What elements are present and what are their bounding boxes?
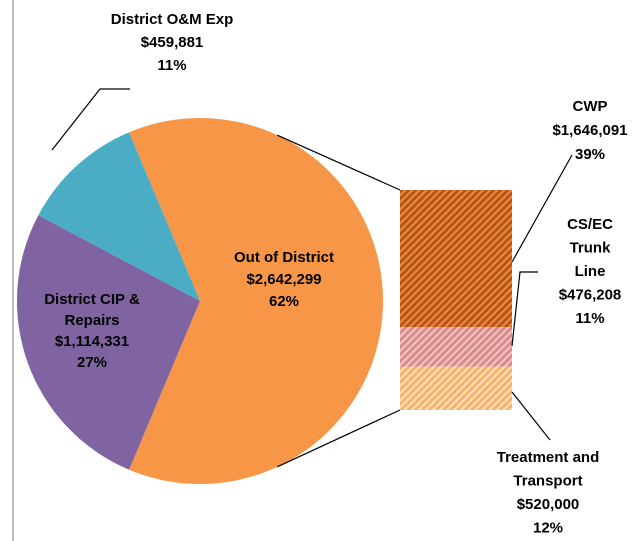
category-label: Treatment and Transport (497, 449, 600, 490)
category-label: CWP (573, 98, 608, 115)
value-label: $459,881 (141, 34, 204, 51)
pie-slice (16, 215, 201, 470)
bar-segment (400, 366, 512, 410)
category-label: Out of District (234, 249, 334, 266)
connector-line (277, 409, 401, 468)
percent-label: 11% (157, 57, 186, 74)
value-label: $1,114,331 (55, 333, 129, 350)
connector-line (277, 134, 401, 191)
percent-label: 62% (269, 293, 299, 310)
bar-segment (400, 327, 512, 367)
percent-label: 12% (533, 519, 563, 536)
leader-line (511, 271, 538, 347)
percent-label: 27% (77, 354, 107, 371)
leader-line (511, 391, 551, 441)
bar-segment (400, 190, 512, 328)
percent-label: 39% (575, 146, 605, 163)
percent-label: 11% (575, 310, 604, 327)
category-label: District O&M Exp (111, 11, 234, 28)
value-label: $2,642,299 (246, 271, 321, 288)
value-label: $476,208 (559, 286, 622, 303)
pie-slice (129, 118, 383, 485)
category-label: District CIP & Repairs (44, 291, 140, 329)
pie-slice (38, 132, 200, 301)
leader-line (511, 154, 573, 263)
category-label: CS/EC Trunk Line (567, 216, 613, 280)
leader-line (51, 88, 130, 151)
value-label: $520,000 (517, 496, 580, 513)
value-label: $1,646,091 (552, 122, 627, 139)
